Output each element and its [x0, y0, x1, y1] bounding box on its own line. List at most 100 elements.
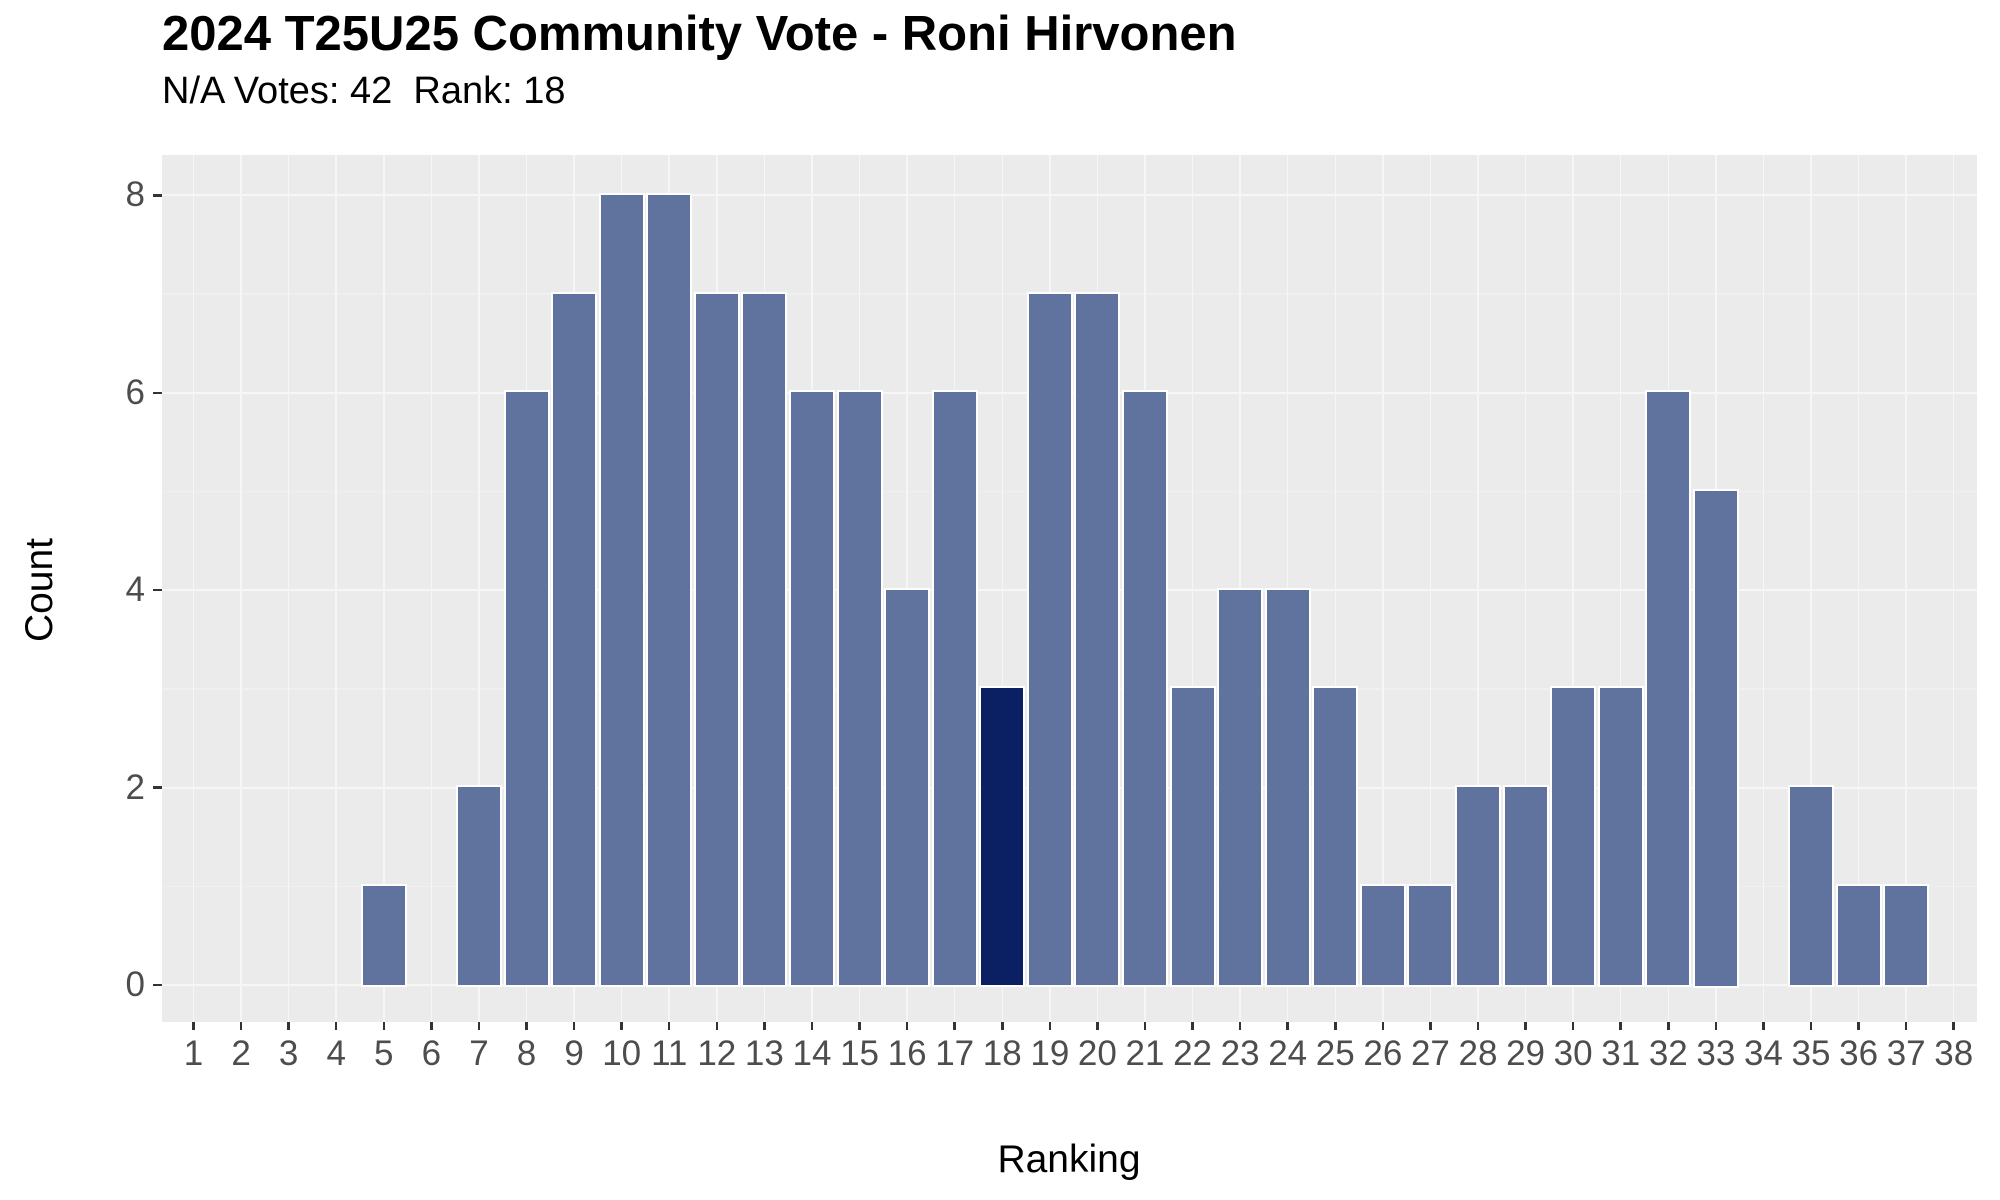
x-tick-mark-21 — [1143, 1022, 1147, 1030]
gridline-x36 — [1857, 155, 1860, 1022]
bar-rank-17 — [931, 390, 978, 988]
bar-rank-23 — [1217, 587, 1264, 988]
y-tick-mark-2 — [153, 786, 162, 789]
x-tick-label-8: 8 — [516, 1034, 537, 1073]
x-tick-mark-22 — [1191, 1022, 1194, 1030]
bar-rank-5 — [360, 883, 407, 988]
bar-rank-32 — [1645, 390, 1692, 988]
x-tick-label-26: 26 — [1363, 1034, 1403, 1073]
x-tick-mark-25 — [1334, 1022, 1337, 1030]
y-tick-mark-8 — [153, 194, 162, 197]
x-tick-label-5: 5 — [374, 1034, 394, 1073]
x-tick-label-1: 1 — [183, 1034, 204, 1073]
bar-rank-24 — [1264, 587, 1311, 988]
x-tick-mark-1 — [192, 1022, 195, 1030]
gridline-x26 — [1382, 155, 1384, 1022]
x-tick-mark-33 — [1714, 1022, 1718, 1030]
x-tick-label-25: 25 — [1315, 1034, 1355, 1073]
bar-rank-29 — [1502, 785, 1549, 988]
gridline-x7 — [478, 155, 480, 1022]
x-tick-label-22: 22 — [1173, 1034, 1213, 1073]
x-tick-label-23: 23 — [1220, 1034, 1260, 1073]
bar-rank-21 — [1121, 390, 1168, 988]
bar-rank-33 — [1692, 489, 1739, 988]
x-tick-label-28: 28 — [1458, 1034, 1498, 1073]
bar-rank-35 — [1788, 785, 1835, 988]
x-tick-label-34: 34 — [1743, 1034, 1783, 1073]
x-tick-label-18: 18 — [982, 1034, 1022, 1073]
bar-rank-20 — [1074, 291, 1121, 988]
bar-rank-14 — [788, 390, 835, 988]
x-tick-mark-30 — [1571, 1022, 1575, 1030]
gridline-x6 — [430, 155, 433, 1022]
x-tick-label-3: 3 — [278, 1034, 299, 1073]
y-tick-label-6: 6 — [125, 372, 145, 412]
bar-rank-8 — [503, 390, 550, 988]
gridline-x29 — [1524, 155, 1527, 1022]
bar-rank-37 — [1883, 883, 1930, 988]
x-tick-mark-29 — [1524, 1022, 1527, 1030]
x-tick-mark-32 — [1667, 1022, 1670, 1030]
x-tick-mark-15 — [858, 1022, 861, 1030]
x-tick-label-35: 35 — [1791, 1034, 1831, 1073]
x-tick-label-14: 14 — [792, 1034, 832, 1073]
x-tick-label-19: 19 — [1030, 1034, 1070, 1073]
chart-title: 2024 T25U25 Community Vote - Roni Hirvon… — [162, 7, 1237, 61]
gridline-x4 — [335, 155, 337, 1022]
x-tick-mark-4 — [334, 1022, 338, 1030]
x-tick-label-32: 32 — [1648, 1034, 1688, 1073]
gridline-x1 — [192, 155, 195, 1022]
bar-rank-13 — [741, 291, 788, 988]
x-tick-mark-31 — [1619, 1022, 1622, 1030]
bar-rank-27 — [1407, 883, 1454, 988]
x-tick-mark-7 — [477, 1022, 481, 1030]
x-tick-mark-37 — [1904, 1022, 1908, 1030]
x-tick-mark-24 — [1286, 1022, 1289, 1030]
x-tick-label-2: 2 — [231, 1034, 251, 1073]
chart-subtitle: N/A Votes: 42 Rank: 18 — [162, 70, 566, 112]
x-tick-mark-18 — [1001, 1022, 1004, 1030]
x-tick-label-31: 31 — [1601, 1034, 1641, 1073]
x-tick-label-12: 12 — [697, 1034, 737, 1073]
x-tick-mark-13 — [763, 1022, 766, 1030]
x-tick-mark-6 — [430, 1022, 433, 1030]
bar-rank-28 — [1454, 785, 1501, 988]
x-tick-label-10: 10 — [602, 1034, 642, 1073]
bar-rank-10 — [598, 192, 645, 988]
bar-rank-22 — [1169, 686, 1216, 988]
x-tick-label-20: 20 — [1077, 1034, 1117, 1073]
x-tick-label-13: 13 — [744, 1034, 784, 1073]
x-tick-mark-14 — [810, 1022, 814, 1030]
x-tick-label-9: 9 — [564, 1034, 584, 1073]
bar-rank-16 — [884, 587, 931, 988]
x-tick-mark-19 — [1048, 1022, 1052, 1030]
x-tick-mark-23 — [1238, 1022, 1242, 1030]
gridline-x31 — [1619, 155, 1622, 1022]
x-tick-mark-10 — [620, 1022, 623, 1030]
bar-rank-7 — [455, 785, 502, 988]
x-tick-mark-16 — [905, 1022, 909, 1030]
bar-rank-9 — [551, 291, 598, 988]
x-tick-mark-3 — [287, 1022, 290, 1030]
x-tick-mark-12 — [715, 1022, 719, 1030]
x-tick-label-11: 11 — [651, 1034, 688, 1073]
x-tick-mark-9 — [572, 1022, 576, 1030]
gridline-x28 — [1477, 155, 1479, 1022]
bar-rank-36 — [1835, 883, 1882, 988]
x-tick-mark-35 — [1809, 1022, 1813, 1030]
x-tick-label-38: 38 — [1934, 1034, 1974, 1073]
gridline-x30 — [1572, 155, 1574, 1022]
bar-rank-25 — [1312, 686, 1359, 988]
x-tick-label-17: 17 — [935, 1034, 975, 1073]
x-tick-label-27: 27 — [1410, 1034, 1450, 1073]
bar-rank-19 — [1026, 291, 1073, 988]
x-tick-mark-11 — [667, 1022, 671, 1030]
x-tick-mark-5 — [382, 1022, 386, 1030]
x-tick-label-29: 29 — [1506, 1034, 1546, 1073]
y-tick-label-8: 8 — [125, 175, 145, 215]
y-tick-mark-6 — [153, 391, 162, 395]
gridline-x37 — [1905, 155, 1907, 1022]
gridline-x34 — [1762, 155, 1765, 1022]
bar-rank-30 — [1550, 686, 1597, 988]
